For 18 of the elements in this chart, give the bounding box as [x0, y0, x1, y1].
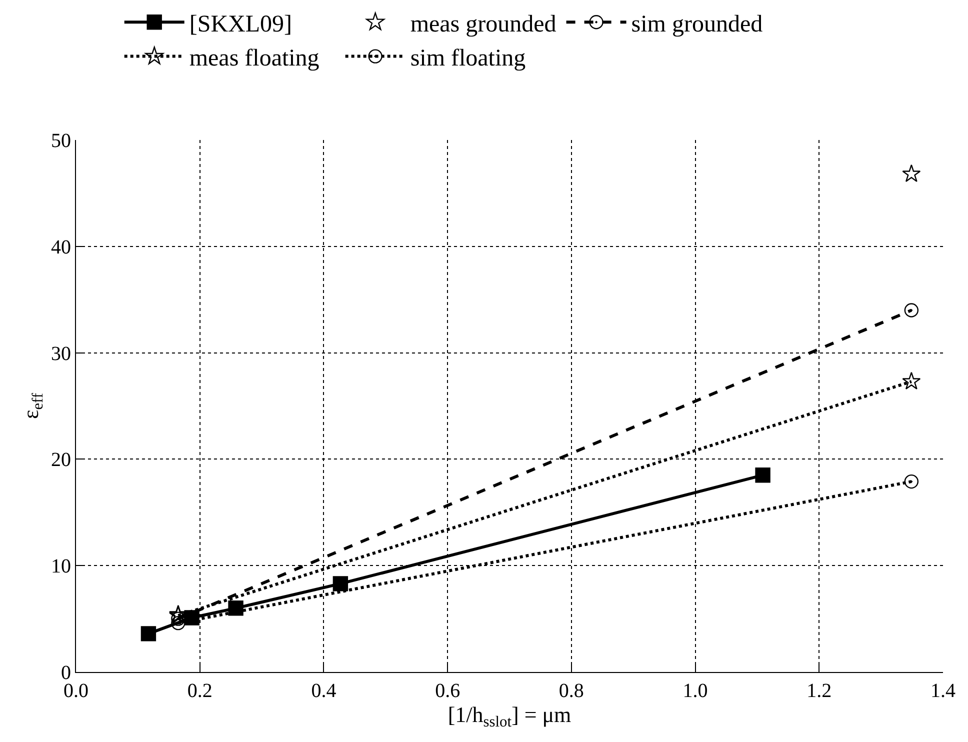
y-tick-label: 40	[51, 236, 71, 258]
x-tick-label: 1.0	[682, 680, 708, 702]
y-tick-label: 30	[51, 342, 71, 365]
legend-label: meas floating	[189, 46, 320, 72]
x-tick-label: 1.4	[930, 680, 956, 702]
x-tick-label: 0.6	[435, 680, 460, 702]
y-tick-label: 20	[51, 449, 71, 472]
legend-label: [SKXL09]	[189, 11, 292, 38]
x-tick-label: 0.8	[558, 680, 584, 702]
x-tick-label: 0.2	[187, 680, 212, 702]
x-axis-title: [1/h$_{sslot}$] = μm	[448, 702, 572, 731]
y-tick-label: 50	[51, 130, 71, 152]
legend-label: sim floating	[410, 46, 526, 72]
legend-label: meas grounded	[410, 11, 556, 38]
legend-label: sim grounded	[631, 11, 763, 38]
x-tick-label: 1.2	[806, 680, 832, 702]
y-tick-label: 10	[51, 556, 71, 578]
x-tick-label: 0.4	[311, 680, 336, 702]
